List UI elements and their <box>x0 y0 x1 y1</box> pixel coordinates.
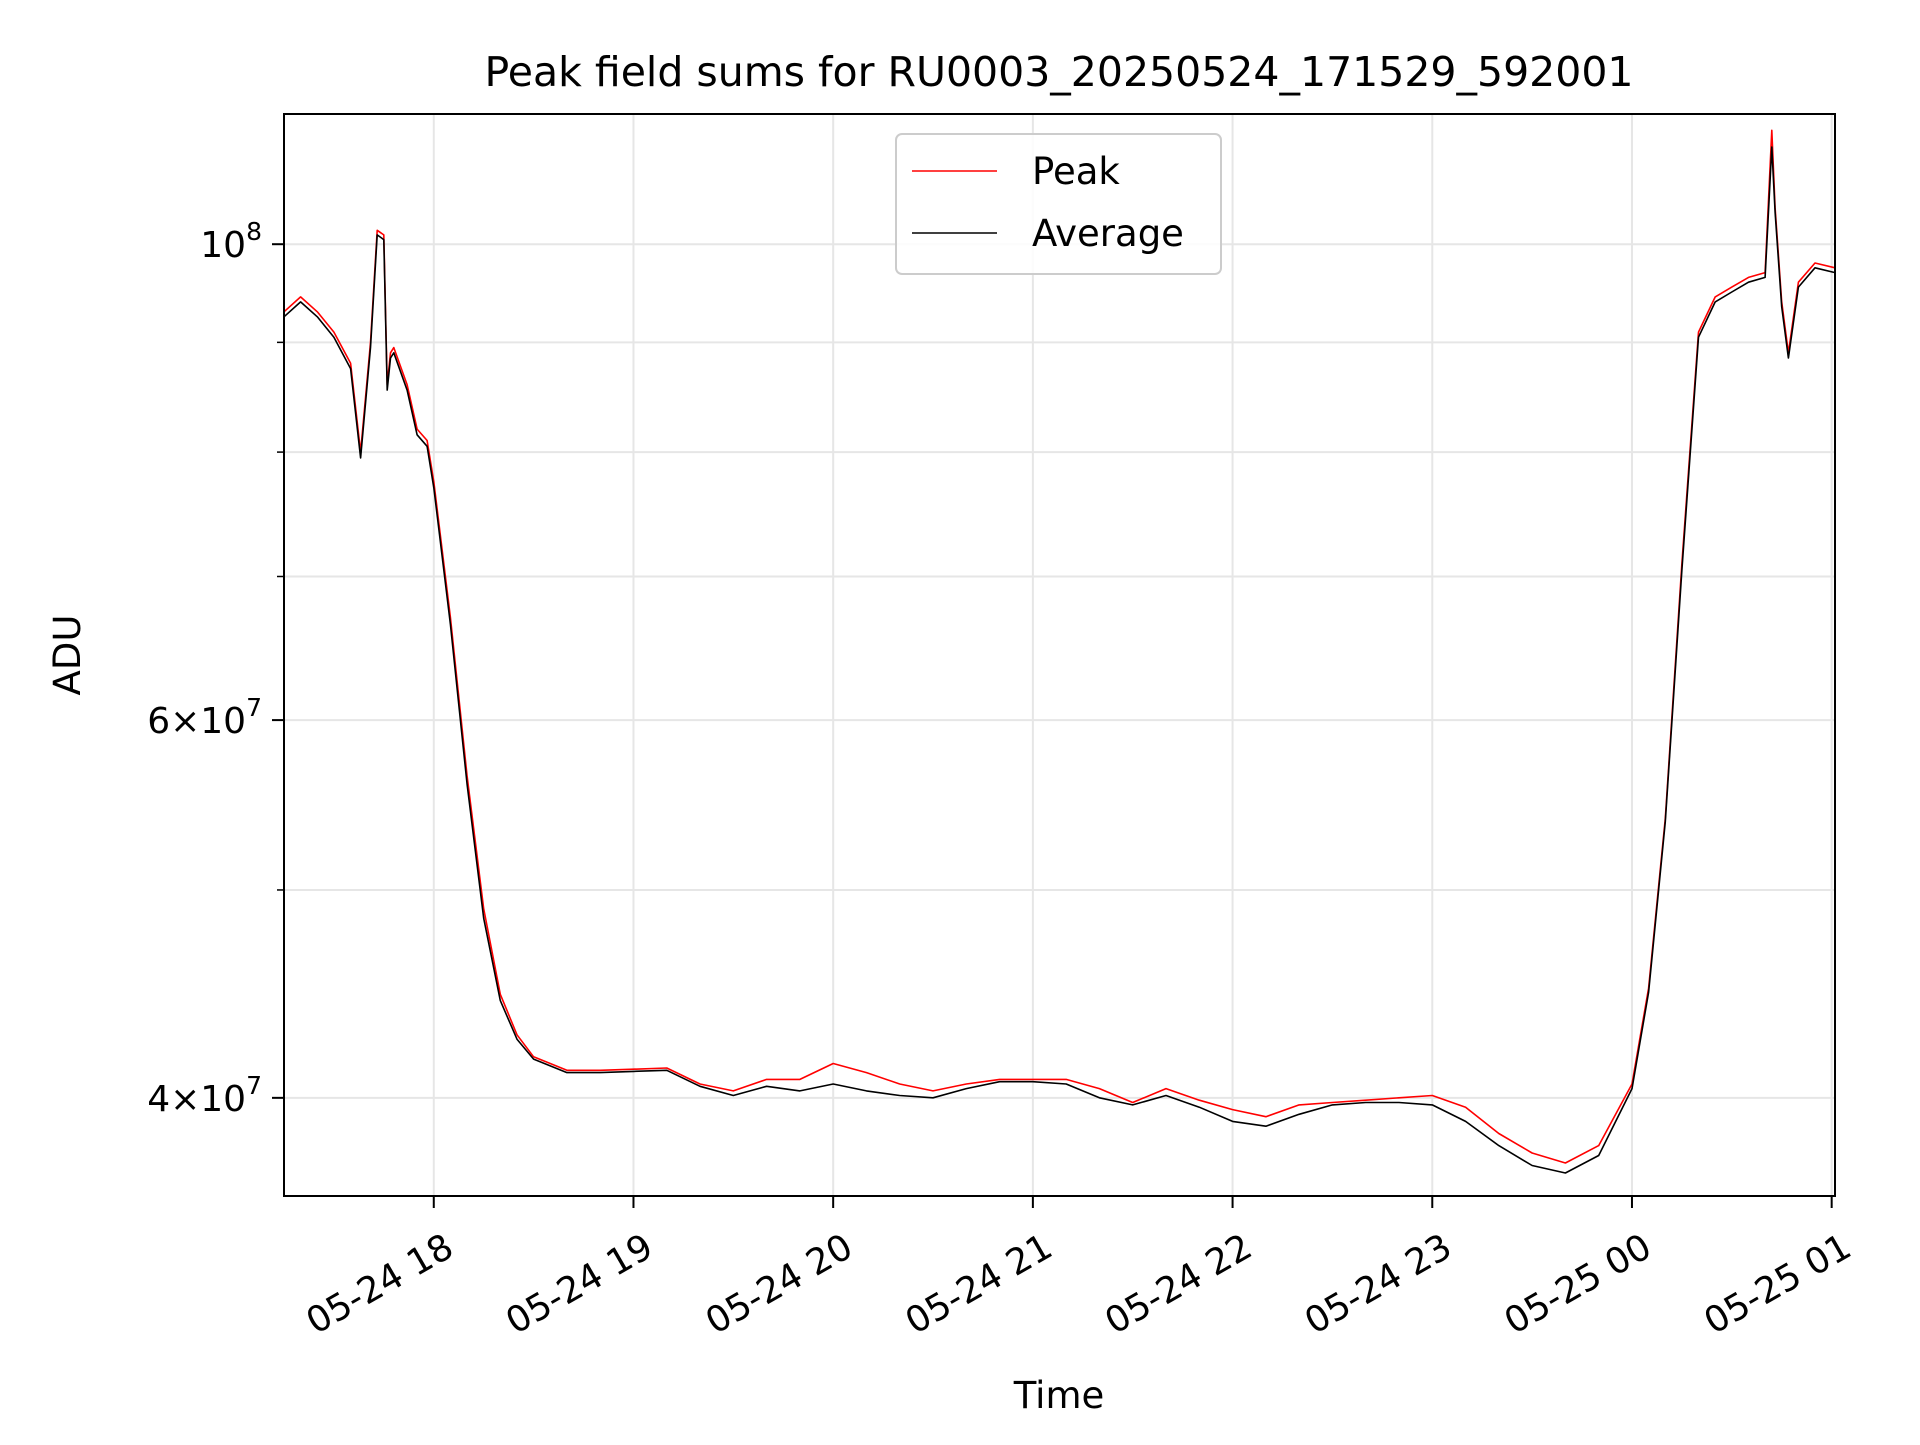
x-tick-label: 05-25 01 <box>1697 1226 1858 1342</box>
x-tick-label: 05-24 18 <box>300 1226 461 1342</box>
series-line-peak <box>283 129 1836 1164</box>
legend: Peak Average <box>895 133 1222 275</box>
series-layer <box>283 129 1836 1174</box>
x-tick-label: 05-24 23 <box>1298 1226 1459 1342</box>
y-tick-base: 6 <box>147 701 170 742</box>
y-tick-exponent: 7 <box>246 693 262 722</box>
grid <box>284 114 1835 1196</box>
x-tick-label: 05-24 20 <box>699 1226 860 1342</box>
y-tick-base: 10 <box>200 225 246 266</box>
legend-label-average: Average <box>1032 212 1184 255</box>
x-tick-label: 05-24 21 <box>899 1226 1060 1342</box>
x-tick-label: 05-25 00 <box>1498 1226 1659 1342</box>
y-tick-exponent: 8 <box>246 217 262 246</box>
y-tick-times: ×10 <box>170 701 246 742</box>
y-tick-label: 108 <box>200 217 262 266</box>
plot-frame <box>283 113 1836 1197</box>
y-axis-label: ADU <box>46 615 89 696</box>
x-tick-label: 05-24 22 <box>1098 1226 1259 1342</box>
legend-label-peak: Peak <box>1032 150 1120 193</box>
y-tick-label: 6×107 <box>147 693 262 742</box>
y-tick-times: ×10 <box>170 1079 246 1120</box>
x-axis: 05-24 18 05-24 19 05-24 20 05-24 21 05-24 22… <box>300 1196 1858 1343</box>
y-tick-base: 4 <box>147 1079 170 1120</box>
x-axis-label: Time <box>1013 1374 1105 1417</box>
series-line-average <box>283 146 1836 1174</box>
chart-title: Peak field sums for RU0003_20250524_1715… <box>484 48 1633 96</box>
x-tick-label: 05-24 19 <box>499 1226 660 1342</box>
y-tick-label: 4×107 <box>147 1071 262 1120</box>
y-tick-exponent: 7 <box>246 1071 262 1100</box>
legend-box <box>895 133 1222 275</box>
